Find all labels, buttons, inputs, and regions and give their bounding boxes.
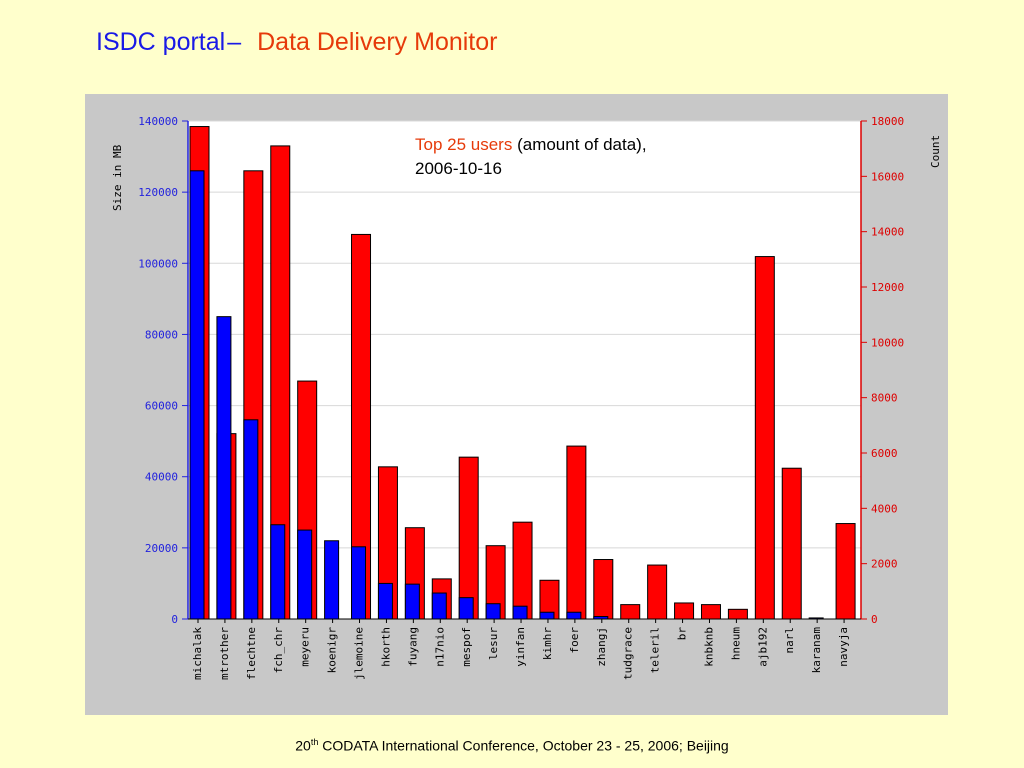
category-label: fuyang: [406, 627, 419, 667]
size-bar: [431, 592, 447, 620]
size-bar: [297, 529, 313, 620]
title-monitor: Data Delivery Monitor: [257, 28, 498, 56]
category-label: knbknb: [702, 627, 715, 667]
right-tick-label: 4000: [871, 502, 898, 515]
footer-number: 20: [295, 737, 311, 754]
right-tick-label: 2000: [871, 558, 898, 571]
slide-title: ISDC portal– Data Delivery Monitor: [96, 28, 497, 57]
category-label: michalak: [191, 627, 204, 680]
title-dash: –: [227, 28, 242, 56]
category-label: hneum: [729, 627, 742, 660]
size-bar: [189, 170, 205, 620]
category-label: hkorth: [379, 627, 392, 667]
category-label: flechtne: [245, 627, 258, 680]
category-label: mespof: [460, 627, 473, 667]
y-axis-title: Size in MB: [111, 144, 124, 211]
size-bar: [243, 419, 259, 620]
chart-annotation: Top 25 users (amount of data), 2006-10-1…: [415, 133, 647, 181]
right-tick-label: 18000: [871, 115, 904, 128]
count-bar: [593, 559, 614, 620]
category-label: narl: [783, 627, 796, 654]
category-label: mtrother: [218, 627, 231, 680]
category-label: ajb192: [756, 627, 769, 667]
category-label: foer: [568, 627, 581, 654]
annotation-date: 2006-10-16: [415, 159, 502, 178]
size-bar: [377, 582, 393, 620]
left-tick-label: 120000: [138, 186, 178, 199]
size-bar: [512, 605, 528, 620]
size-bar: [404, 583, 420, 620]
count-bar: [620, 604, 641, 620]
category-label: yinfan: [514, 627, 527, 667]
left-tick-label: 40000: [145, 471, 178, 484]
category-label: br: [676, 627, 689, 641]
category-label: kimhr: [541, 627, 554, 660]
size-bar: [216, 316, 232, 620]
right-tick-label: 16000: [871, 170, 904, 183]
size-bar: [539, 611, 555, 620]
count-bar: [458, 456, 479, 620]
right-tick-label: 8000: [871, 392, 898, 405]
size-bar: [270, 524, 286, 620]
size-bar: [485, 603, 501, 620]
size-bar: [324, 540, 340, 620]
right-tick-label: 0: [871, 613, 878, 626]
category-label: meyeru: [299, 627, 312, 667]
size-bar: [566, 611, 582, 620]
count-bar: [781, 467, 802, 620]
count-bar: [674, 602, 695, 620]
footer: 20th CODATA International Conference, Oc…: [0, 737, 1024, 754]
count-bar: [835, 523, 856, 620]
title-portal: ISDC portal: [96, 28, 226, 56]
left-tick-label: 0: [171, 613, 178, 626]
category-label: jlemoine: [353, 627, 366, 680]
count-bar: [727, 608, 748, 620]
right-tick-label: 6000: [871, 447, 898, 460]
y2-axis-title: Count: [929, 135, 942, 168]
size-bar: [351, 546, 367, 620]
footer-text: CODATA International Conference, October…: [322, 737, 729, 754]
count-bar: [512, 521, 533, 620]
category-label: tudgrace: [622, 627, 635, 680]
right-tick-label: 12000: [871, 281, 904, 294]
footer-sup: th: [310, 737, 319, 747]
count-bar: [754, 256, 775, 620]
left-tick-label: 100000: [138, 257, 178, 270]
right-tick-label: 14000: [871, 226, 904, 239]
category-label: koenigr: [326, 627, 339, 674]
left-tick-label: 20000: [145, 542, 178, 555]
annotation-rest: (amount of data),: [517, 135, 647, 154]
left-tick-label: 140000: [138, 115, 178, 128]
annotation-highlight: Top 25 users: [415, 135, 513, 154]
category-label: zhangj: [595, 627, 608, 667]
size-bar: [458, 597, 474, 620]
count-bar: [647, 564, 668, 620]
bar-chart: 0 20000 40000 60000 80000 100000 120000 140000 0…: [111, 115, 942, 680]
category-label: navyja: [837, 627, 850, 667]
category-label: karanam: [810, 627, 823, 674]
category-label: fch_chr: [272, 627, 285, 674]
right-tick-label: 10000: [871, 336, 904, 349]
count-bar: [566, 445, 587, 620]
chart-panel: 0 20000 40000 60000 80000 100000 120000 140000 0…: [85, 94, 948, 715]
category-label: n17nio: [433, 627, 446, 667]
left-tick-label: 80000: [145, 328, 178, 341]
left-tick-label: 60000: [145, 400, 178, 413]
count-bar: [700, 604, 721, 620]
category-label: lesur: [487, 627, 500, 660]
category-label: teleril: [649, 627, 662, 673]
